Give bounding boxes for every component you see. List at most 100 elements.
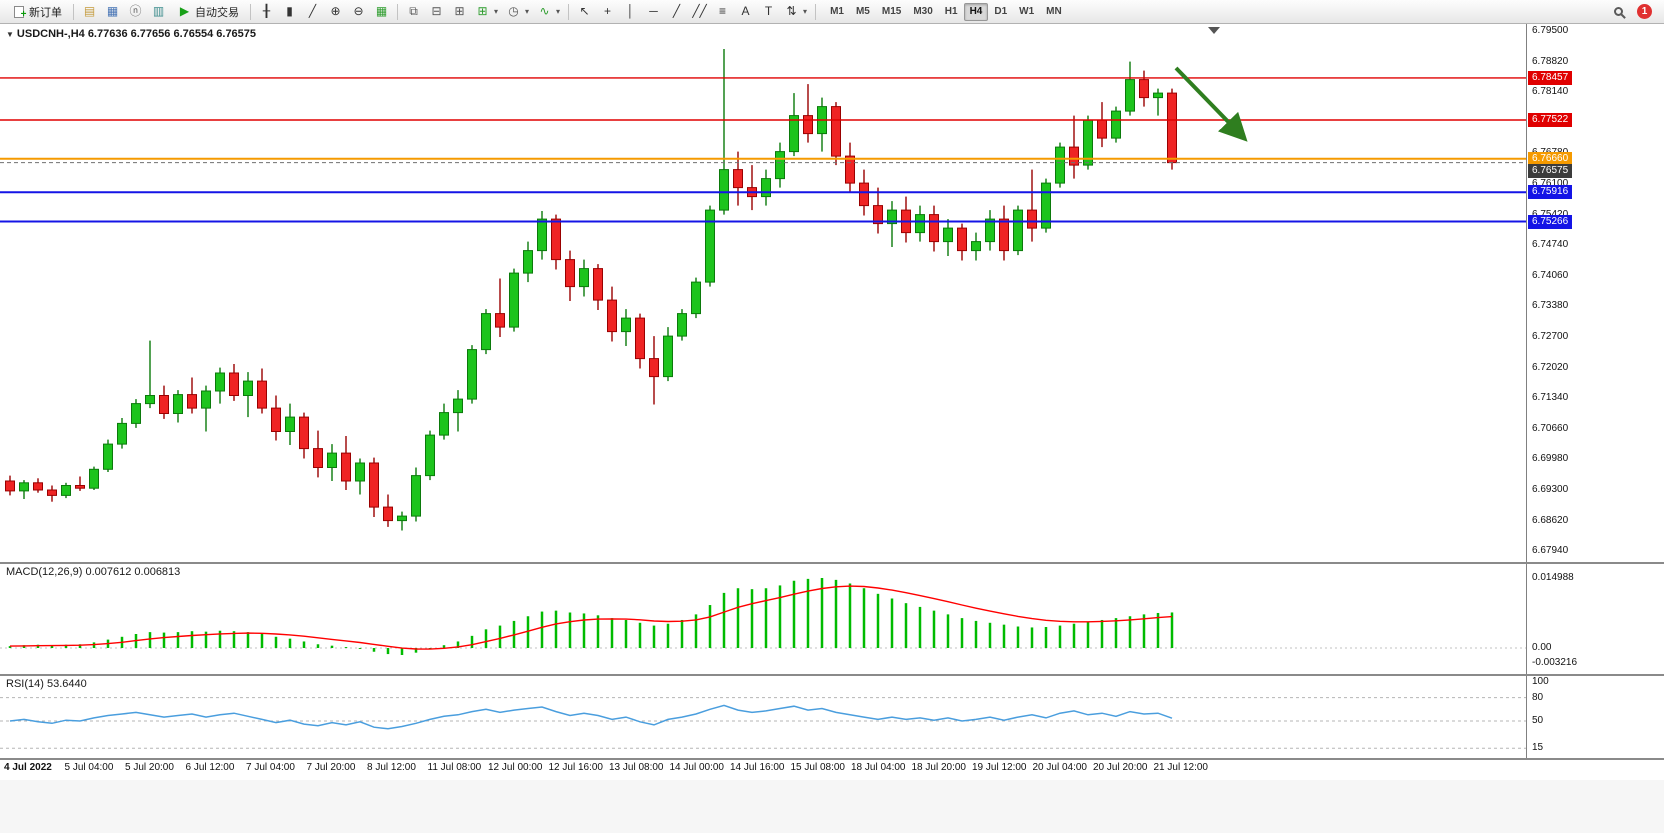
tile-vertical-button[interactable]: ⊞ [448,2,471,22]
candle-body [89,468,99,489]
candle-body [383,506,393,522]
timeframe-button-m30[interactable]: M30 [907,3,938,21]
macd-axis-label: 0.014988 [1532,572,1574,583]
line-chart-button[interactable]: ╱ [301,2,324,22]
candle-body [1041,182,1051,229]
candlestick-chart-button[interactable]: ▮ [278,2,301,22]
search-button[interactable] [1607,2,1629,22]
chart-canvas[interactable] [0,24,1526,780]
price-line-badge: 6.75266 [1528,214,1573,229]
new-chart-icon: ⊞ [477,4,488,18]
chart-icon-group: ╂ ▮ ╱ ⊕ ⊖ ▦ [255,2,393,22]
text-button[interactable]: A [734,2,757,22]
time-axis-label: 15 Jul 08:00 [790,762,846,773]
cascade-windows-button[interactable]: ⧉ [402,2,425,22]
price-axis-label: 6.78820 [1532,55,1569,67]
candle-body [929,214,939,243]
text-label-icon: T [764,4,773,18]
text-label-button[interactable]: T [757,2,780,22]
timeframe-button-h4[interactable]: H4 [963,2,989,21]
autotrading-button[interactable]: ▶ 自动交易 [170,2,246,22]
cascade-windows-icon: ⧉ [409,4,418,18]
candle-body [1013,209,1023,252]
price-line-badge: 6.75916 [1528,185,1573,200]
candle-body [1097,119,1107,139]
cursor-button[interactable]: ↖ [573,2,596,22]
tile-windows-button[interactable]: ▦ [370,2,393,22]
panel-separator-rsi[interactable] [0,674,1664,676]
time-axis-label: 14 Jul 16:00 [730,762,785,773]
zoom-in-button[interactable]: ⊕ [324,2,347,22]
autotrading-label: 自动交易 [195,6,239,19]
time-axis-label: 19 Jul 12:00 [972,762,1027,773]
candle-body [649,358,659,378]
time-axis-label: 5 Jul 04:00 [64,762,114,773]
notification-badge[interactable]: 1 [1637,4,1652,19]
toolbar-separator [815,3,817,20]
candle-body [453,398,463,414]
toolbar-separator [250,3,251,20]
price-axis-label: 6.72020 [1532,361,1569,373]
candle-body [523,250,533,274]
chart-window: ▼ USDCNH-,H4 6.77636 6.77656 6.76554 6.76… [0,24,1664,833]
tile-horizontal-icon: ⊟ [431,4,442,18]
arrange-icon-group: ⧉ ⊟ ⊞ ⊞ ▾ ◷ ▾ ∿ ▾ [402,2,564,22]
candle-body [943,227,953,243]
arrows-icon: ⇅ [786,4,797,18]
data-window-button[interactable]: ▦ [101,2,124,22]
time-axis-label: 21 Jul 12:00 [1153,762,1209,773]
price-axis-label: 6.76100 [1532,178,1569,189]
trendline-button[interactable]: ╱ [665,2,688,22]
candle-body [425,434,435,477]
timeframe-button-m1[interactable]: M1 [824,3,850,21]
bar-chart-icon: ╂ [262,4,271,18]
period-button[interactable]: ◷ ▾ [502,2,533,22]
candle-body [215,372,225,392]
candle-body [859,182,869,207]
rsi-axis-label: 80 [1532,691,1544,703]
timeframe-button-w1[interactable]: W1 [1013,3,1040,21]
new-chart-button[interactable]: ⊞ ▾ [471,2,502,22]
zoom-out-button[interactable]: ⊖ [347,2,370,22]
panel-separator-macd[interactable] [0,562,1664,564]
market-watch-icon: ▤ [83,4,96,18]
horizontal-line-button[interactable]: ─ [642,2,665,22]
rsi-axis-label: 50 [1532,715,1544,726]
tile-horizontal-button[interactable]: ⊟ [425,2,448,22]
navigator-button[interactable]: ⓝ [124,2,147,22]
channel-button[interactable]: ╱╱ [688,2,711,22]
timeframe-button-h1[interactable]: H1 [939,3,964,21]
trendline-icon: ╱ [672,4,681,18]
vertical-line-button[interactable]: │ [619,2,642,22]
new-order-button[interactable]: 新订单 [4,2,69,22]
indicators-button[interactable]: ∿ ▾ [533,2,564,22]
time-axis-label: 4 Jul 2022 [4,762,52,773]
price-axis-label: 6.69980 [1532,453,1569,465]
trend-arrow-annotation[interactable] [1174,66,1248,142]
new-order-label: 新订单 [29,6,62,19]
timeframe-button-m15[interactable]: M15 [876,3,907,21]
terminal-button[interactable]: ▥ [147,2,170,22]
time-axis-label: 14 Jul 00:00 [669,762,725,773]
candle-body [173,394,183,415]
market-watch-button[interactable]: ▤ [78,2,101,22]
candle-body [677,313,687,337]
timeframe-button-mn[interactable]: MN [1040,3,1068,21]
crosshair-button[interactable]: + [596,2,619,22]
fibonacci-button[interactable]: ≡ [711,2,734,22]
time-axis-label: 20 Jul 20:00 [1093,762,1148,773]
indicators-icon: ∿ [539,4,550,18]
candle-body [1139,79,1149,99]
arrows-button[interactable]: ⇅ ▾ [780,2,811,22]
timeframe-button-m5[interactable]: M5 [850,3,876,21]
bottom-strip [0,780,1664,833]
symbol-marker-icon[interactable]: ▼ [6,30,14,39]
candle-body [285,416,295,433]
timeframe-button-d1[interactable]: D1 [988,3,1013,21]
chevron-down-icon: ▾ [556,7,561,16]
chart-shift-marker-icon[interactable] [1208,27,1220,34]
price-axis-label: 6.74740 [1532,239,1569,251]
channel-icon: ╱╱ [692,4,707,18]
bar-chart-button[interactable]: ╂ [255,2,278,22]
candle-body [481,313,491,351]
